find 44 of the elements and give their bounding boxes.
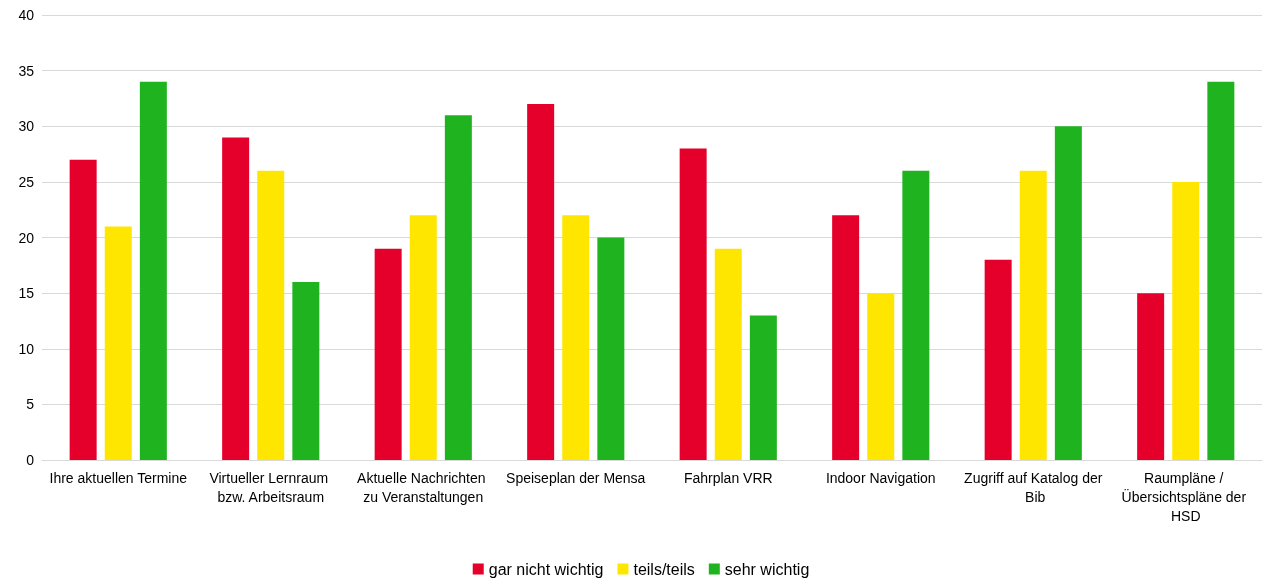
y-tick-label: 35: [18, 62, 35, 79]
bar: [984, 259, 1012, 460]
bar: [902, 170, 930, 460]
y-tick-label: 15: [18, 285, 35, 302]
bar: [1137, 293, 1165, 460]
bar: [409, 215, 437, 460]
y-tick-label: 5: [26, 396, 35, 413]
bar: [1054, 126, 1082, 460]
y-tick-label: 10: [18, 340, 35, 357]
bar: [139, 81, 167, 460]
bar: [69, 159, 97, 460]
bar: [679, 148, 707, 460]
legend-label: gar nicht wichtig: [488, 560, 604, 578]
x-tick-label: Indoor Navigation: [825, 469, 936, 486]
bar: [1172, 181, 1200, 460]
x-tick-label: Virtueller Lernraum bzw. Arbeitsraum: [209, 469, 333, 505]
bar: [749, 315, 777, 460]
bar: [527, 104, 555, 460]
bar: [374, 248, 402, 460]
y-tick-label: 25: [18, 173, 35, 190]
bar: [257, 170, 285, 460]
bar: [222, 137, 250, 460]
y-tick-label: 0: [26, 452, 35, 468]
x-tick-label: Raumpläne / Übersichtspläne der HSD: [1121, 469, 1250, 524]
x-tick-label: Zugriff auf Katalog der Bib: [964, 469, 1103, 505]
bar: [867, 293, 895, 460]
y-tick-label: 20: [18, 229, 35, 246]
bar: [444, 115, 472, 460]
bar: [832, 215, 860, 460]
bar: [562, 215, 590, 460]
bar: [104, 226, 132, 460]
bar: [1019, 170, 1047, 460]
x-tick-label: Aktuelle Nachrichten zu Veranstaltungen: [357, 469, 490, 505]
x-tick-label: Speiseplan der Mensa: [506, 469, 646, 486]
legend-label: sehr wichtig: [724, 560, 810, 578]
bar: [714, 248, 742, 460]
x-tick-label: Ihre aktuellen Termine: [49, 469, 188, 486]
bar: [292, 282, 320, 460]
bar: [597, 237, 625, 460]
legend-label: teils/teils: [633, 560, 695, 578]
y-tick-label: 30: [18, 118, 35, 135]
y-tick-label: 40: [18, 7, 35, 23]
bar: [1207, 81, 1235, 460]
x-tick-label: Fahrplan VRR: [683, 469, 773, 486]
